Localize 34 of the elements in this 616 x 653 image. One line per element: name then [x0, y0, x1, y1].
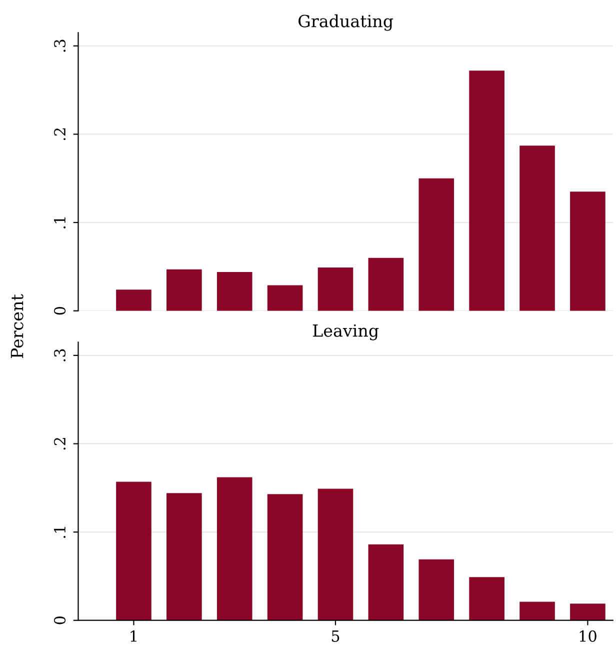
- y-tick-label: 0: [54, 616, 66, 624]
- bar: [570, 192, 606, 311]
- bar: [368, 544, 404, 620]
- bar: [116, 290, 152, 311]
- bar: [570, 604, 606, 620]
- bar: [116, 482, 152, 620]
- bar: [166, 269, 202, 311]
- bar: [418, 178, 454, 311]
- bar: [520, 146, 555, 311]
- chart-title: Graduating: [298, 14, 394, 31]
- x-tick-label: 5: [332, 630, 340, 642]
- bar: [520, 602, 555, 620]
- y-axis-title: Percent: [10, 294, 24, 358]
- bar: [418, 559, 454, 620]
- y-tick-label: .3: [54, 40, 66, 52]
- bar: [368, 258, 404, 311]
- x-tick-label: 1: [130, 630, 136, 642]
- bar: [469, 70, 504, 311]
- bar: [469, 577, 504, 620]
- y-tick-label: .3: [54, 349, 66, 362]
- bar: [318, 268, 354, 311]
- y-tick-label: .2: [54, 128, 66, 140]
- bar: [267, 494, 303, 620]
- y-tick-label: .2: [54, 438, 66, 450]
- bar: [166, 493, 202, 620]
- x-tick-label: 10: [580, 630, 596, 642]
- chart-title: Leaving: [312, 324, 379, 340]
- bar: [267, 285, 303, 311]
- bar: [216, 272, 252, 311]
- bar: [216, 477, 252, 620]
- y-tick-label: 0: [54, 306, 66, 315]
- y-tick-label: .1: [54, 526, 66, 538]
- y-tick-label: .1: [54, 217, 66, 228]
- bar: [318, 488, 354, 620]
